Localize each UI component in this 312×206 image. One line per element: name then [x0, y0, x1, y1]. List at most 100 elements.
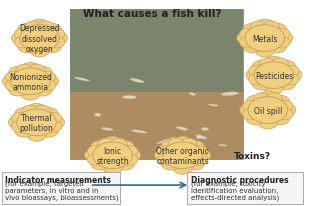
Circle shape: [264, 57, 284, 70]
Circle shape: [93, 142, 132, 169]
Circle shape: [242, 101, 260, 112]
Circle shape: [39, 124, 58, 137]
Text: (for example, targeted
parameters, in vitro and in
vivo bioassays, bioassessment: (for example, targeted parameters, in vi…: [6, 179, 119, 200]
Circle shape: [91, 141, 110, 154]
Circle shape: [30, 45, 49, 58]
Circle shape: [266, 94, 282, 105]
Circle shape: [27, 129, 46, 142]
Circle shape: [45, 121, 62, 133]
Circle shape: [191, 146, 208, 157]
Circle shape: [115, 141, 134, 154]
Circle shape: [157, 146, 174, 157]
Circle shape: [21, 88, 40, 101]
Ellipse shape: [101, 128, 113, 131]
Text: Toxins?: Toxins?: [234, 151, 271, 160]
Circle shape: [240, 29, 256, 41]
Text: What causes a fish kill?: What causes a fish kill?: [83, 9, 221, 19]
Circle shape: [180, 138, 197, 150]
Circle shape: [252, 61, 271, 74]
Circle shape: [248, 97, 288, 124]
Circle shape: [15, 108, 34, 121]
Circle shape: [5, 72, 22, 83]
Ellipse shape: [156, 139, 170, 144]
FancyBboxPatch shape: [70, 10, 243, 92]
Text: Diagnostic procedures: Diagnostic procedures: [191, 175, 289, 184]
Circle shape: [39, 75, 58, 88]
Circle shape: [27, 104, 46, 117]
Circle shape: [166, 144, 199, 167]
Circle shape: [273, 29, 290, 41]
Circle shape: [248, 28, 281, 50]
Text: Pesticides: Pesticides: [255, 71, 293, 80]
Circle shape: [96, 144, 129, 167]
Circle shape: [250, 22, 267, 33]
Circle shape: [276, 61, 296, 74]
Circle shape: [245, 26, 285, 52]
Circle shape: [34, 106, 51, 117]
Circle shape: [276, 77, 296, 90]
Circle shape: [45, 113, 62, 124]
Ellipse shape: [123, 96, 136, 99]
FancyBboxPatch shape: [2, 172, 120, 204]
Text: Ionic
strength: Ionic strength: [96, 146, 129, 165]
FancyBboxPatch shape: [70, 10, 243, 160]
Ellipse shape: [189, 93, 196, 96]
Circle shape: [191, 154, 208, 165]
Circle shape: [15, 124, 34, 137]
Circle shape: [48, 32, 68, 46]
Circle shape: [85, 149, 104, 162]
Circle shape: [270, 96, 290, 109]
FancyBboxPatch shape: [70, 92, 243, 160]
Circle shape: [8, 67, 28, 80]
Circle shape: [255, 20, 275, 33]
Circle shape: [39, 108, 58, 121]
Circle shape: [255, 45, 275, 58]
Circle shape: [282, 74, 299, 85]
Circle shape: [33, 67, 52, 80]
Ellipse shape: [221, 92, 239, 96]
Circle shape: [18, 41, 37, 54]
Circle shape: [42, 41, 61, 54]
Circle shape: [262, 22, 279, 33]
Circle shape: [163, 142, 202, 169]
Circle shape: [185, 141, 204, 154]
Circle shape: [39, 72, 56, 83]
Circle shape: [22, 106, 39, 117]
Circle shape: [270, 112, 290, 125]
Circle shape: [173, 137, 192, 150]
Circle shape: [16, 65, 33, 76]
Circle shape: [110, 138, 127, 150]
Circle shape: [14, 71, 47, 93]
Circle shape: [103, 161, 122, 174]
Circle shape: [48, 29, 65, 41]
Circle shape: [103, 137, 122, 150]
Text: Depressed
dissolved
oxygen: Depressed dissolved oxygen: [19, 24, 60, 54]
Circle shape: [115, 157, 134, 170]
Ellipse shape: [95, 146, 111, 150]
Circle shape: [173, 161, 192, 174]
Circle shape: [87, 154, 105, 165]
Circle shape: [8, 116, 28, 129]
Circle shape: [18, 24, 37, 37]
Circle shape: [5, 80, 22, 92]
Ellipse shape: [196, 135, 207, 139]
Circle shape: [282, 66, 299, 77]
Circle shape: [48, 37, 65, 49]
Circle shape: [273, 37, 290, 49]
Circle shape: [258, 116, 278, 129]
Ellipse shape: [170, 137, 177, 141]
Ellipse shape: [196, 136, 202, 139]
Circle shape: [8, 83, 28, 97]
Circle shape: [253, 94, 270, 105]
Circle shape: [246, 112, 266, 125]
Circle shape: [246, 69, 266, 82]
Circle shape: [45, 116, 65, 129]
Circle shape: [25, 22, 42, 33]
Circle shape: [273, 32, 293, 46]
Circle shape: [11, 113, 28, 124]
Circle shape: [20, 111, 53, 134]
Text: (for example, toxicity
identification evaluation,
effects-directed analysis): (for example, toxicity identification ev…: [191, 179, 279, 200]
Circle shape: [98, 138, 115, 150]
Circle shape: [155, 149, 174, 162]
Text: Nonionized
ammonia: Nonionized ammonia: [9, 72, 52, 91]
